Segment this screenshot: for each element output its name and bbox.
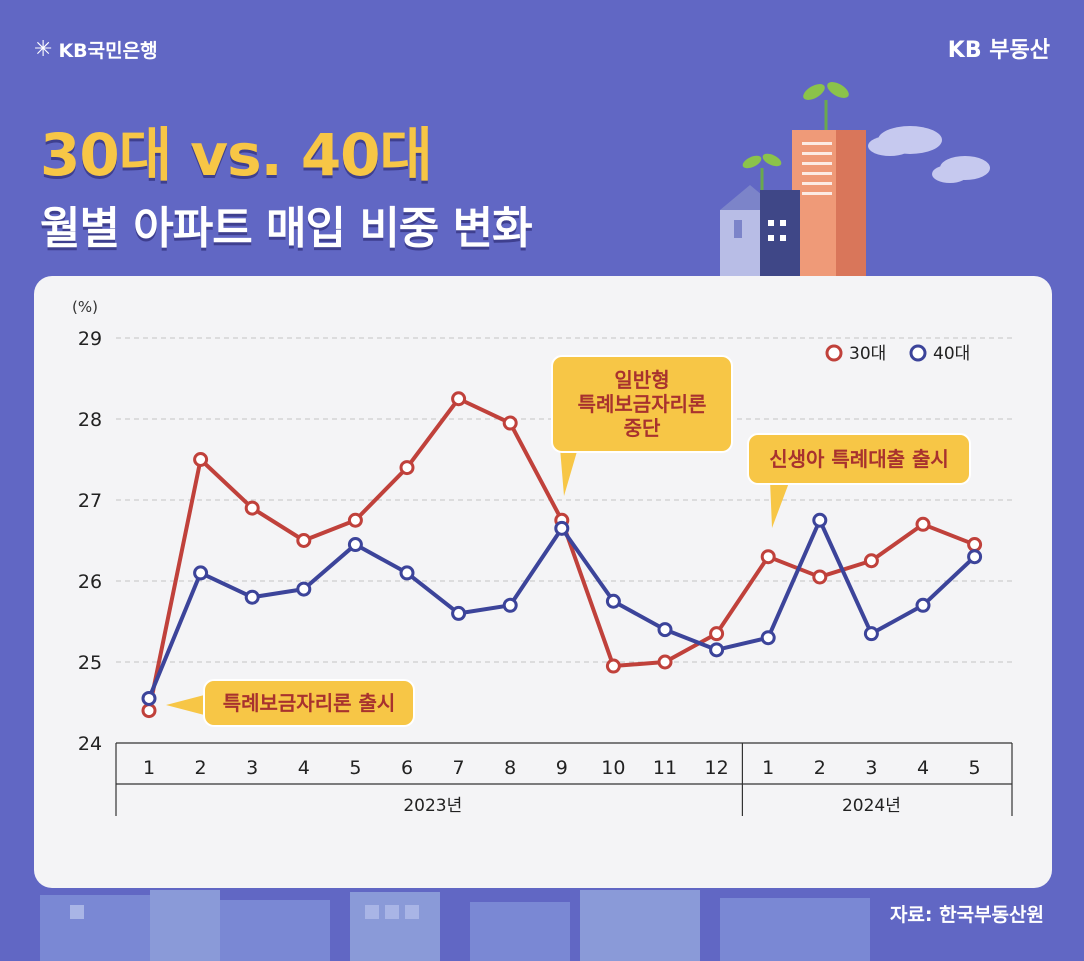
city-skyline-decoration bbox=[40, 890, 870, 961]
callout-text: 특례보금자리론 bbox=[578, 392, 707, 416]
callout-box bbox=[203, 679, 415, 727]
data-point bbox=[967, 537, 983, 553]
callout-text: 특례보금자리론 출시 bbox=[223, 691, 396, 715]
data-point bbox=[399, 565, 415, 581]
data-point bbox=[193, 452, 209, 467]
x-tick-label: 6 bbox=[401, 757, 413, 779]
x-tick-label: 11 bbox=[653, 757, 677, 779]
year-group-label: 2023년 bbox=[403, 796, 462, 816]
data-point bbox=[554, 520, 570, 536]
data-point bbox=[657, 622, 673, 638]
data-point bbox=[605, 593, 621, 609]
data-point bbox=[915, 516, 931, 532]
data-point bbox=[605, 658, 621, 674]
data-point bbox=[915, 597, 931, 613]
x-tick-label: 10 bbox=[601, 757, 625, 779]
x-tick-label: 7 bbox=[453, 757, 465, 779]
data-point bbox=[709, 626, 725, 642]
data-point bbox=[760, 549, 776, 565]
series-line-40s bbox=[147, 518, 976, 700]
data-point bbox=[244, 589, 260, 605]
data-point bbox=[193, 565, 209, 581]
data-point bbox=[141, 703, 157, 719]
data-point bbox=[967, 549, 983, 565]
kb-bank-logo: ✳ KB국민은행 bbox=[34, 36, 158, 63]
kb-real-estate-label: KB 부동산 bbox=[947, 38, 1050, 63]
y-tick-label: 27 bbox=[78, 490, 102, 512]
data-point bbox=[347, 537, 363, 553]
x-tick-label: 9 bbox=[556, 757, 568, 779]
legend-label-30s: 30대 bbox=[849, 344, 886, 364]
x-tick-label: 3 bbox=[865, 757, 877, 779]
data-point bbox=[502, 415, 518, 431]
x-tick-label: 1 bbox=[143, 757, 155, 779]
x-tick-label: 4 bbox=[298, 757, 310, 779]
data-point bbox=[296, 533, 312, 548]
x-tick-label: 12 bbox=[705, 757, 729, 779]
x-tick-label: 1 bbox=[762, 757, 774, 779]
data-point bbox=[657, 654, 673, 670]
data-point bbox=[244, 500, 260, 516]
legend-marker-30s bbox=[825, 344, 843, 362]
kb-star-icon: ✳ bbox=[34, 37, 53, 62]
y-tick-label: 24 bbox=[78, 733, 102, 755]
y-tick-label: 29 bbox=[78, 328, 102, 350]
x-tick-label: 5 bbox=[969, 757, 981, 779]
chart-panel: (%) 24 25 26 27 28 29 1 2 3 4 5 6 7 8 9 10 11 12 1 2 3 4 5 2023년… bbox=[34, 276, 1052, 888]
data-point bbox=[451, 391, 467, 407]
data-point bbox=[296, 581, 312, 597]
data-point bbox=[863, 626, 879, 642]
y-tick-label: 25 bbox=[78, 652, 102, 674]
year-group-label: 2024년 bbox=[842, 796, 901, 816]
callout-pointer bbox=[770, 480, 790, 528]
data-point bbox=[863, 553, 879, 569]
data-point bbox=[451, 605, 467, 621]
callout-pointer bbox=[166, 693, 212, 717]
building-illustration bbox=[720, 82, 990, 280]
kb-bank-logo-text: KB국민은행 bbox=[58, 40, 158, 62]
callout-special-bogeumjari-launch: 특례보금자리론 출시 bbox=[166, 679, 415, 727]
y-tick-label: 26 bbox=[78, 571, 102, 593]
x-tick-label: 8 bbox=[504, 757, 516, 779]
x-tick-label: 3 bbox=[246, 757, 258, 779]
data-point bbox=[812, 569, 828, 585]
callout-text: 중단 bbox=[624, 416, 661, 440]
data-point bbox=[141, 690, 157, 706]
data-point bbox=[502, 597, 518, 613]
source-note: 자료: 한국부동산원 bbox=[889, 904, 1044, 926]
x-tick-label: 5 bbox=[349, 757, 361, 779]
callout-text: 신생아 특례대출 출시 bbox=[769, 447, 949, 471]
data-point bbox=[812, 512, 828, 528]
data-point bbox=[347, 512, 363, 528]
callout-text: 일반형 bbox=[614, 368, 669, 392]
callout-pointer bbox=[560, 448, 578, 496]
callout-box bbox=[747, 433, 971, 485]
legend-marker-40s bbox=[909, 344, 927, 362]
x-tick-label: 4 bbox=[917, 757, 929, 779]
y-tick-label: 28 bbox=[78, 409, 102, 431]
data-point bbox=[709, 642, 725, 658]
x-tick-label: 2 bbox=[814, 757, 826, 779]
data-point bbox=[399, 460, 415, 476]
data-point bbox=[760, 630, 776, 646]
callout-box bbox=[551, 355, 733, 453]
callout-newborn-loan-launch: 신생아 특례대출 출시 bbox=[747, 433, 971, 528]
legend-label-40s: 40대 bbox=[933, 344, 970, 364]
y-axis-unit-label: (%) bbox=[72, 298, 98, 316]
title-line1: 30대 vs. 40대 bbox=[40, 121, 433, 189]
x-tick-label: 2 bbox=[195, 757, 207, 779]
title-line2: 월별 아파트 매입 비중 변화 bbox=[40, 203, 533, 254]
